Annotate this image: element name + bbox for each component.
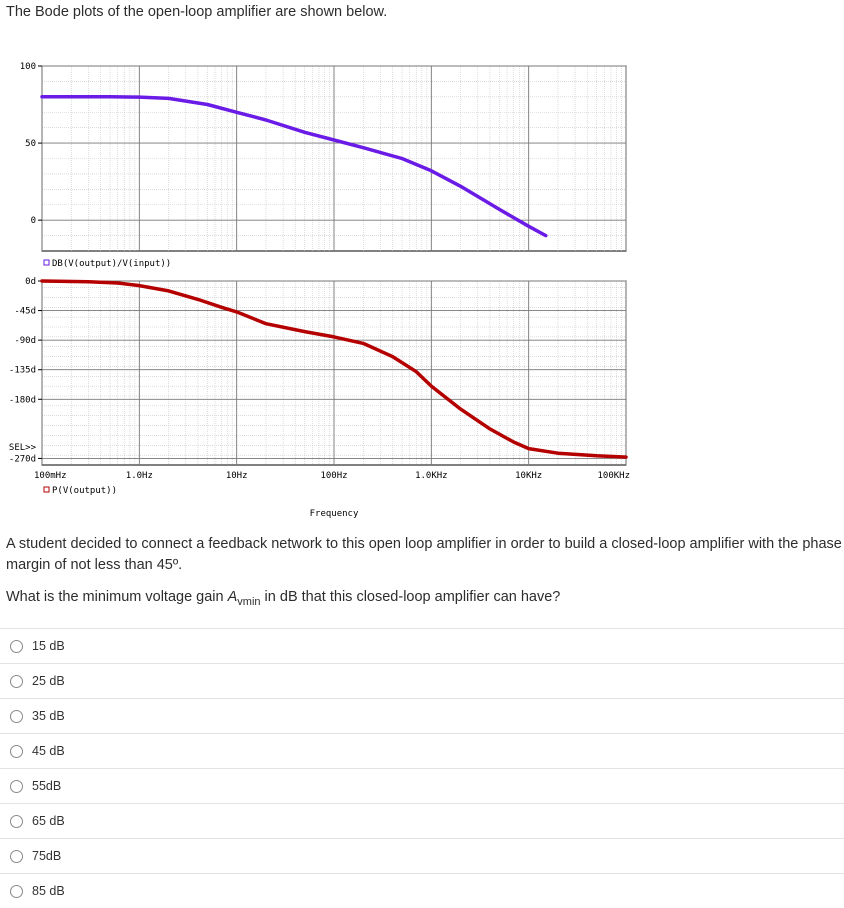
option-15db[interactable]: 15 dB: [0, 628, 844, 663]
magnitude-data-point: [430, 170, 433, 172]
option-35db[interactable]: 35 dB: [0, 698, 844, 733]
y-tick-label: 0d: [25, 277, 36, 287]
magnitude-data-point: [109, 96, 111, 98]
question-prompt-suffix: in dB that this closed-loop amplifier ca…: [260, 589, 561, 605]
phase-data-point: [512, 441, 515, 443]
x-tick-label: 100KHz: [597, 471, 630, 481]
radio-button[interactable]: [10, 779, 23, 793]
radio-button[interactable]: [10, 639, 23, 653]
y-tick-label: -270d: [9, 454, 36, 464]
answer-options: 15 dB 25 dB 35 dB 45 dB 55dB 65 dB 75dB …: [0, 628, 844, 908]
y-tick-label: -90d: [14, 336, 36, 346]
phase-data-point: [362, 342, 365, 345]
phase-data-point: [303, 330, 306, 333]
radio-button[interactable]: [10, 744, 23, 758]
x-tick-label: 10KHz: [515, 471, 542, 481]
sel-marker: SEL>>: [9, 443, 37, 453]
magnitude-data-point: [265, 119, 267, 121]
phase-data-point: [557, 452, 559, 454]
option-label: 35 dB: [32, 709, 65, 723]
option-55db[interactable]: 55dB: [0, 768, 844, 803]
magnitude-data-point: [206, 103, 209, 106]
phase-data-point: [138, 284, 141, 287]
magnitude-data-point: [41, 96, 43, 98]
option-label: 25 dB: [32, 674, 65, 688]
phase-data-point: [391, 355, 394, 358]
radio-button[interactable]: [10, 709, 23, 723]
radio-button[interactable]: [10, 674, 23, 688]
phase-data-point: [430, 385, 433, 387]
gain-symbol: A: [227, 589, 238, 605]
phase-data-point: [415, 370, 418, 373]
phase-data-point: [167, 290, 170, 292]
phase-series-line: [40, 279, 628, 459]
option-label: 65 dB: [32, 814, 65, 828]
x-tick-label: 1.0Hz: [126, 471, 153, 481]
y-tick-label: -180d: [9, 395, 36, 405]
phase-data-point: [220, 306, 223, 309]
bode-plot: 100 50 0 0d -45d -90d -135d -180d -270d DB(V(outp…: [9, 62, 630, 519]
phase-data-point: [235, 311, 238, 313]
option-85db[interactable]: 85 dB: [0, 873, 844, 908]
phase-legend-label: P(V(output)): [52, 486, 117, 496]
question-prompt: What is the minimum voltage gain Avmin i…: [6, 589, 560, 608]
option-label: 75dB: [32, 849, 62, 863]
magnitude-data-point: [167, 97, 170, 100]
magnitude-data-point: [333, 139, 335, 141]
x-axis-label: Frequency: [310, 509, 359, 519]
option-45db[interactable]: 45 dB: [0, 733, 844, 768]
phase-data-point: [595, 455, 598, 457]
radio-button[interactable]: [10, 849, 23, 863]
magnitude-data-point: [362, 146, 365, 149]
gain-subscript: vmin: [237, 595, 261, 608]
magnitude-data-point: [498, 208, 501, 211]
x-tick-label: 100mHz: [34, 471, 67, 481]
magnitude-data-point: [401, 157, 403, 160]
phase-data-point: [333, 336, 335, 338]
x-tick-label: 1.0KHz: [415, 471, 448, 481]
magnitude-data-point: [545, 234, 547, 237]
x-tick-label: 100Hz: [320, 471, 347, 481]
phase-data-point: [459, 408, 462, 410]
phase-data-point: [265, 322, 267, 325]
y-tick-label: -135d: [9, 366, 36, 376]
intro-text: The Bode plots of the open-loop amplifie…: [6, 4, 388, 20]
magnitude-data-point: [303, 131, 306, 134]
phase-data-point: [527, 447, 530, 450]
radio-button[interactable]: [10, 814, 23, 828]
phase-data-point: [87, 280, 90, 283]
phase-legend-marker: [43, 486, 50, 493]
option-75db[interactable]: 75dB: [0, 838, 844, 873]
phase-data-point: [489, 428, 491, 430]
option-label: 15 dB: [32, 639, 65, 653]
y-tick-label: -45d: [14, 307, 36, 317]
y-tick-label: 100: [20, 62, 36, 72]
option-label: 55dB: [32, 779, 62, 793]
option-label: 85 dB: [32, 884, 65, 898]
magnitude-data-point: [138, 96, 141, 98]
option-25db[interactable]: 25 dB: [0, 663, 844, 698]
y-tick-label: 0: [31, 216, 36, 226]
phase-data-point: [116, 282, 119, 284]
magnitude-data-point: [459, 185, 462, 188]
magnitude-series-line: [40, 95, 548, 238]
magnitude-legend-label: DB(V(output)/V(input)): [52, 259, 171, 269]
option-label: 45 dB: [32, 744, 65, 758]
phase-data-point: [197, 298, 199, 301]
question-text: A student decided to connect a feedback …: [6, 536, 842, 573]
phase-data-point: [625, 456, 627, 458]
phase-data-point: [41, 280, 43, 282]
x-tick-label: 10Hz: [226, 471, 248, 481]
magnitude-legend-marker: [43, 259, 50, 266]
option-65db[interactable]: 65 dB: [0, 803, 844, 838]
magnitude-data-point: [235, 111, 238, 114]
y-tick-label: 50: [25, 139, 36, 149]
magnitude-data-point: [527, 225, 530, 228]
question-prompt-prefix: What is the minimum voltage gain: [6, 589, 228, 605]
radio-button[interactable]: [10, 884, 23, 898]
